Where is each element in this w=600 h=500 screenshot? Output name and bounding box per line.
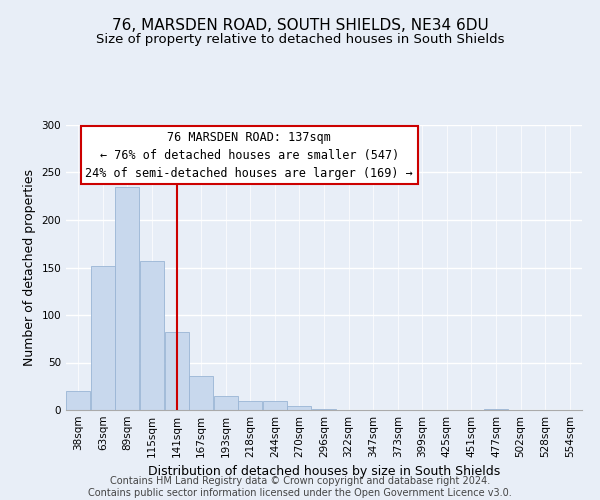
Bar (164, 332, 188, 410)
Bar (484, 409, 508, 410)
Text: 76 MARSDEN ROAD: 137sqm
← 76% of detached houses are smaller (547)
24% of semi-d: 76 MARSDEN ROAD: 137sqm ← 76% of detache… (85, 130, 413, 180)
Bar (115, 186, 139, 410)
Bar (66, 391, 91, 410)
Bar (91, 266, 115, 410)
Bar (312, 409, 336, 410)
Bar (238, 402, 262, 410)
Bar (140, 261, 164, 410)
Text: Contains HM Land Registry data © Crown copyright and database right 2024.
Contai: Contains HM Land Registry data © Crown c… (88, 476, 512, 498)
Text: 76, MARSDEN ROAD, SOUTH SHIELDS, NE34 6DU: 76, MARSDEN ROAD, SOUTH SHIELDS, NE34 6D… (112, 18, 488, 32)
Bar (189, 376, 213, 410)
Bar (214, 396, 238, 410)
X-axis label: Distribution of detached houses by size in South Shields: Distribution of detached houses by size … (148, 466, 500, 478)
Bar (263, 402, 287, 410)
Y-axis label: Number of detached properties: Number of detached properties (23, 169, 36, 366)
Bar (287, 406, 311, 410)
Text: Size of property relative to detached houses in South Shields: Size of property relative to detached ho… (96, 32, 504, 46)
